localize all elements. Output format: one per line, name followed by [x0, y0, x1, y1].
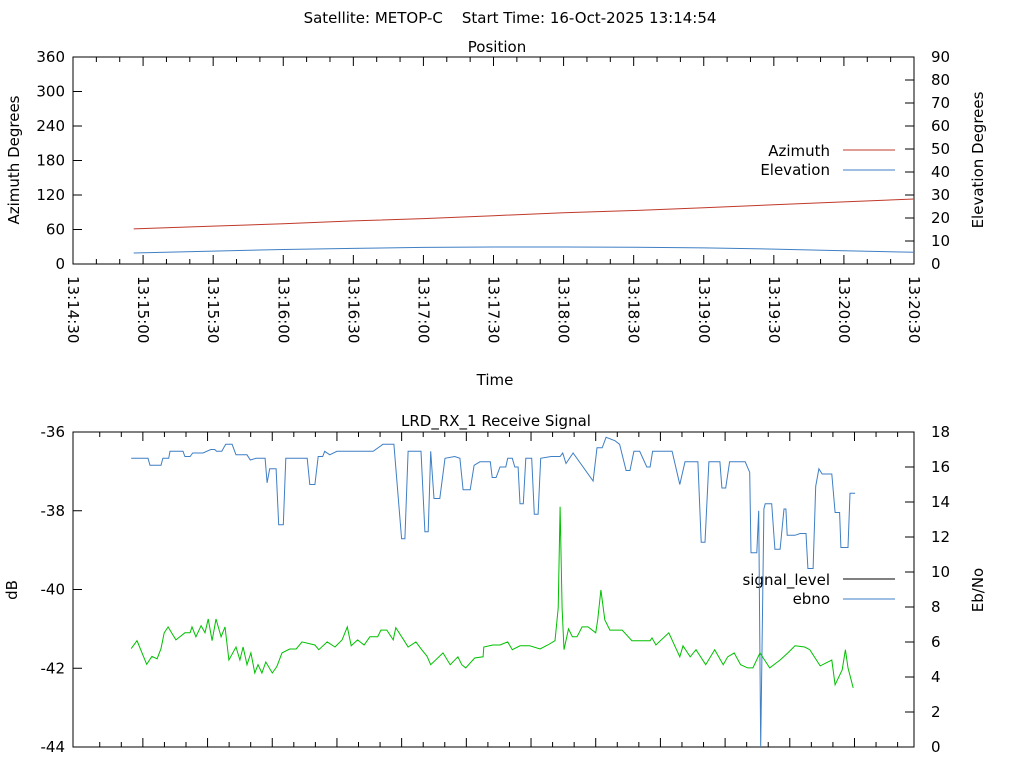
legend-label-azimuth: Azimuth: [768, 142, 830, 160]
signal-chart-title: LRD_RX_1 Receive Signal: [401, 412, 591, 431]
position-y2-tick-label: 80: [931, 71, 950, 89]
position-y-tick-label: 0: [55, 255, 65, 273]
page-title: Satellite: METOP-C Start Time: 16-Oct-20…: [304, 9, 717, 27]
position-y2-tick-label: 10: [931, 232, 950, 250]
position-y-tick-label: 180: [36, 152, 65, 170]
position-x-tick-label: 13:15:00: [134, 276, 152, 343]
position-y-tick-label: 360: [36, 48, 65, 66]
signal-y2-axis-label: Eb/No: [969, 568, 987, 612]
legend-label-ebno: ebno: [793, 590, 830, 608]
position-y2-tick-label: 60: [931, 117, 950, 135]
legend-label-elevation: Elevation: [760, 161, 830, 179]
signal-y-tick-label: -40: [41, 581, 66, 599]
position-y2-tick-label: 50: [931, 140, 950, 158]
position-y2-tick-label: 0: [931, 255, 941, 273]
signal-y2-tick-label: 4: [931, 668, 941, 686]
position-y2-axis-label: Elevation Degrees: [969, 91, 987, 228]
position-x-tick-label: 13:16:30: [344, 276, 362, 343]
signal-y-tick-label: -42: [41, 659, 66, 677]
series-line-ebno: [131, 436, 856, 748]
signal-y2-tick-label: 18: [931, 423, 950, 441]
position-x-tick-label: 13:16:00: [274, 276, 292, 343]
signal-y2-tick-label: 14: [931, 493, 950, 511]
signal-y2-tick-label: 12: [931, 528, 950, 546]
position-y2-tick-label: 90: [931, 48, 950, 66]
position-x-tick-label: 13:19:00: [695, 276, 713, 343]
series-line-azimuth: [133, 198, 915, 230]
series-line-elevation: [133, 246, 915, 254]
signal-legend: signal_level ebno: [742, 571, 895, 608]
position-y2-tick-label: 30: [931, 186, 950, 204]
signal-y-tick-label: -36: [41, 423, 66, 441]
position-y-axis-label: Azimuth Degrees: [5, 95, 23, 224]
position-y-tick-label: 240: [36, 117, 65, 135]
position-x-tick-label: 13:17:00: [414, 276, 432, 343]
position-y2-tick-label: 20: [931, 209, 950, 227]
position-y-tick-label: 60: [46, 221, 65, 239]
signal-y-axis-label: dB: [3, 580, 21, 600]
position-y-tick-label: 120: [36, 186, 65, 204]
position-x-tick-label: 13:14:30: [64, 276, 82, 343]
signal-y2-tick-label: 8: [931, 598, 941, 616]
position-x-tick-label: 13:17:30: [485, 276, 503, 343]
signal-y-tick-label: -38: [41, 502, 66, 520]
position-x-tick-label: 13:20:30: [905, 276, 923, 343]
signal-y-tick-label: -44: [41, 738, 66, 756]
position-legend: Azimuth Elevation: [760, 142, 895, 179]
signal-y2-tick-label: 2: [931, 703, 941, 721]
position-x-axis-label: Time: [476, 371, 514, 389]
position-x-tick-label: 13:18:30: [625, 276, 643, 343]
position-y2-tick-label: 70: [931, 94, 950, 112]
series-line-signal-level: [130, 506, 854, 689]
signal-y2-tick-label: 6: [931, 633, 941, 651]
position-y-tick-label: 300: [36, 83, 65, 101]
signal-y2-tick-label: 10: [931, 563, 950, 581]
position-x-tick-label: 13:18:00: [555, 276, 573, 343]
position-chart-title: Position: [468, 38, 526, 56]
position-x-tick-label: 13:19:30: [765, 276, 783, 343]
position-y2-tick-label: 40: [931, 163, 950, 181]
position-x-tick-label: 13:20:00: [835, 276, 853, 343]
signal-y2-tick-label: 16: [931, 458, 950, 476]
signal-y2-tick-label: 0: [931, 738, 941, 756]
position-x-tick-label: 13:15:30: [204, 276, 222, 343]
legend-label-signal-level: signal_level: [742, 571, 830, 590]
